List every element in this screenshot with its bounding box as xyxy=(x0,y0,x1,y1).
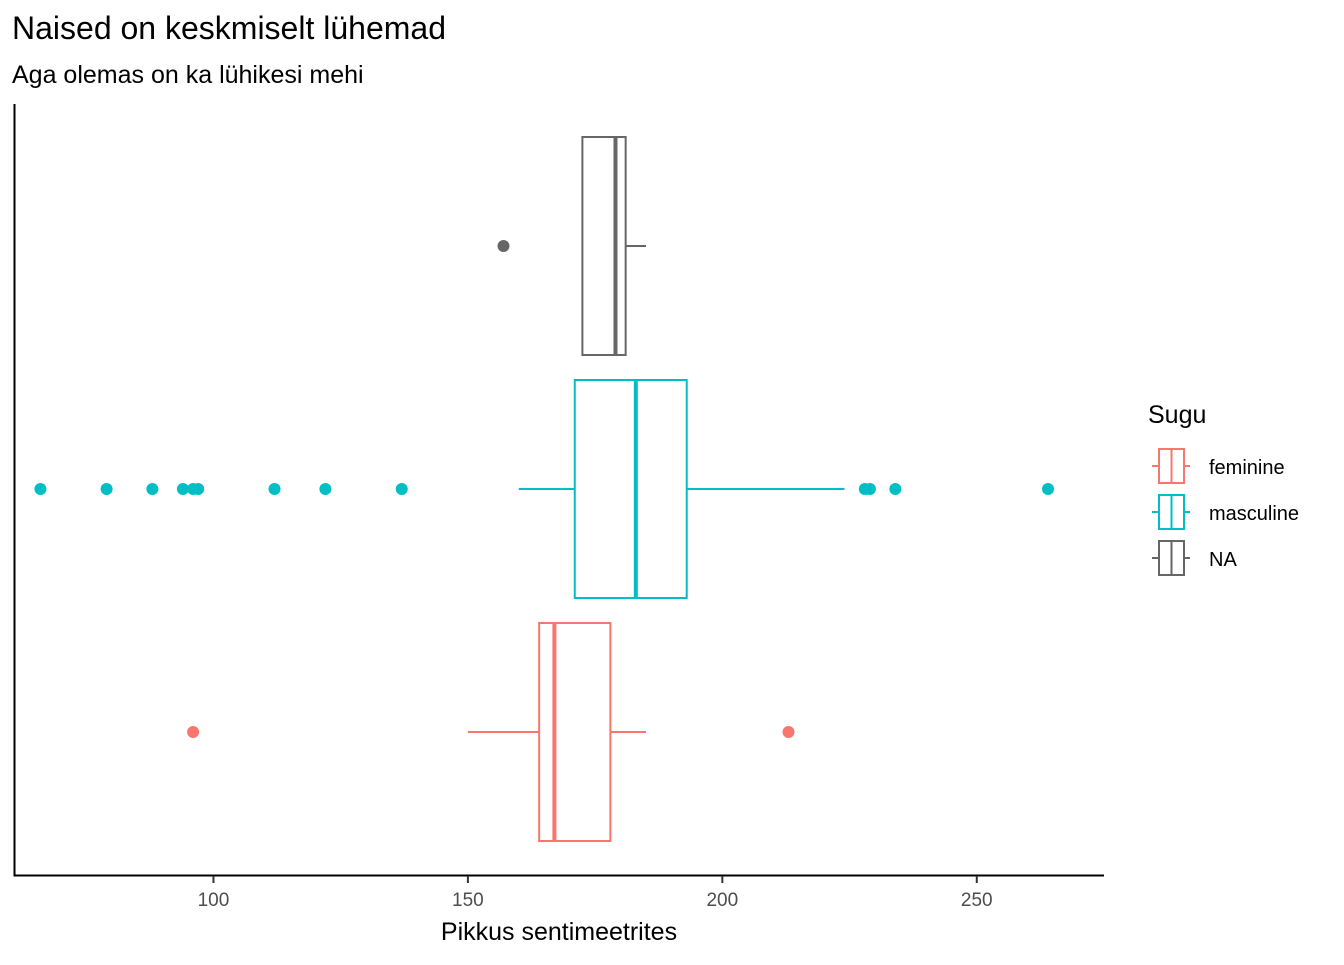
x-tick-label: 250 xyxy=(961,890,993,911)
outlier-point-masculine xyxy=(395,483,408,495)
box-masculine xyxy=(34,379,1055,599)
legend-label-masculine: masculine xyxy=(1209,503,1299,525)
outlier-point-feminine xyxy=(782,726,795,738)
legend-label-NA: NA xyxy=(1209,549,1237,571)
chart-subtitle: Aga olemas on ka lühikesi mehi xyxy=(12,61,364,89)
legend-label-feminine: feminine xyxy=(1209,457,1285,479)
iqr-box-feminine xyxy=(538,622,612,842)
box-feminine xyxy=(187,622,795,842)
outlier-point-masculine xyxy=(192,483,205,495)
outlier-point-masculine xyxy=(1042,483,1055,495)
outlier-point-masculine xyxy=(319,483,332,495)
outlier-point-masculine xyxy=(889,483,902,495)
legend-item-NA: NA xyxy=(1152,540,1237,576)
legend-title: Sugu xyxy=(1148,401,1206,429)
outlier-point-masculine xyxy=(176,483,189,495)
x-tick-label: 100 xyxy=(198,890,230,911)
outlier-point-masculine xyxy=(146,483,159,495)
outlier-point-NA xyxy=(497,240,510,252)
iqr-box-NA xyxy=(581,136,627,356)
outlier-point-masculine xyxy=(863,483,876,495)
x-tick-label: 200 xyxy=(706,890,738,911)
outlier-point-masculine xyxy=(268,483,281,495)
outlier-point-masculine xyxy=(34,483,47,495)
iqr-box-masculine xyxy=(573,379,688,599)
x-axis-ticks: 100 150 200 250 xyxy=(198,876,993,911)
x-axis-title: Pikkus sentimeetrites xyxy=(441,918,677,946)
legend-item-masculine: masculine xyxy=(1152,494,1299,530)
outlier-point-feminine xyxy=(187,726,200,738)
legend-keys: feminine masculine NA xyxy=(1152,448,1299,576)
outlier-point-masculine xyxy=(100,483,113,495)
chart-title: Naised on keskmiselt lühemad xyxy=(12,10,446,46)
x-tick-label: 150 xyxy=(452,890,484,911)
legend-item-feminine: feminine xyxy=(1152,448,1285,484)
plot-area xyxy=(34,136,1055,842)
legend: Sugu feminine masculine NA xyxy=(1148,401,1299,576)
box-NA xyxy=(497,136,647,356)
